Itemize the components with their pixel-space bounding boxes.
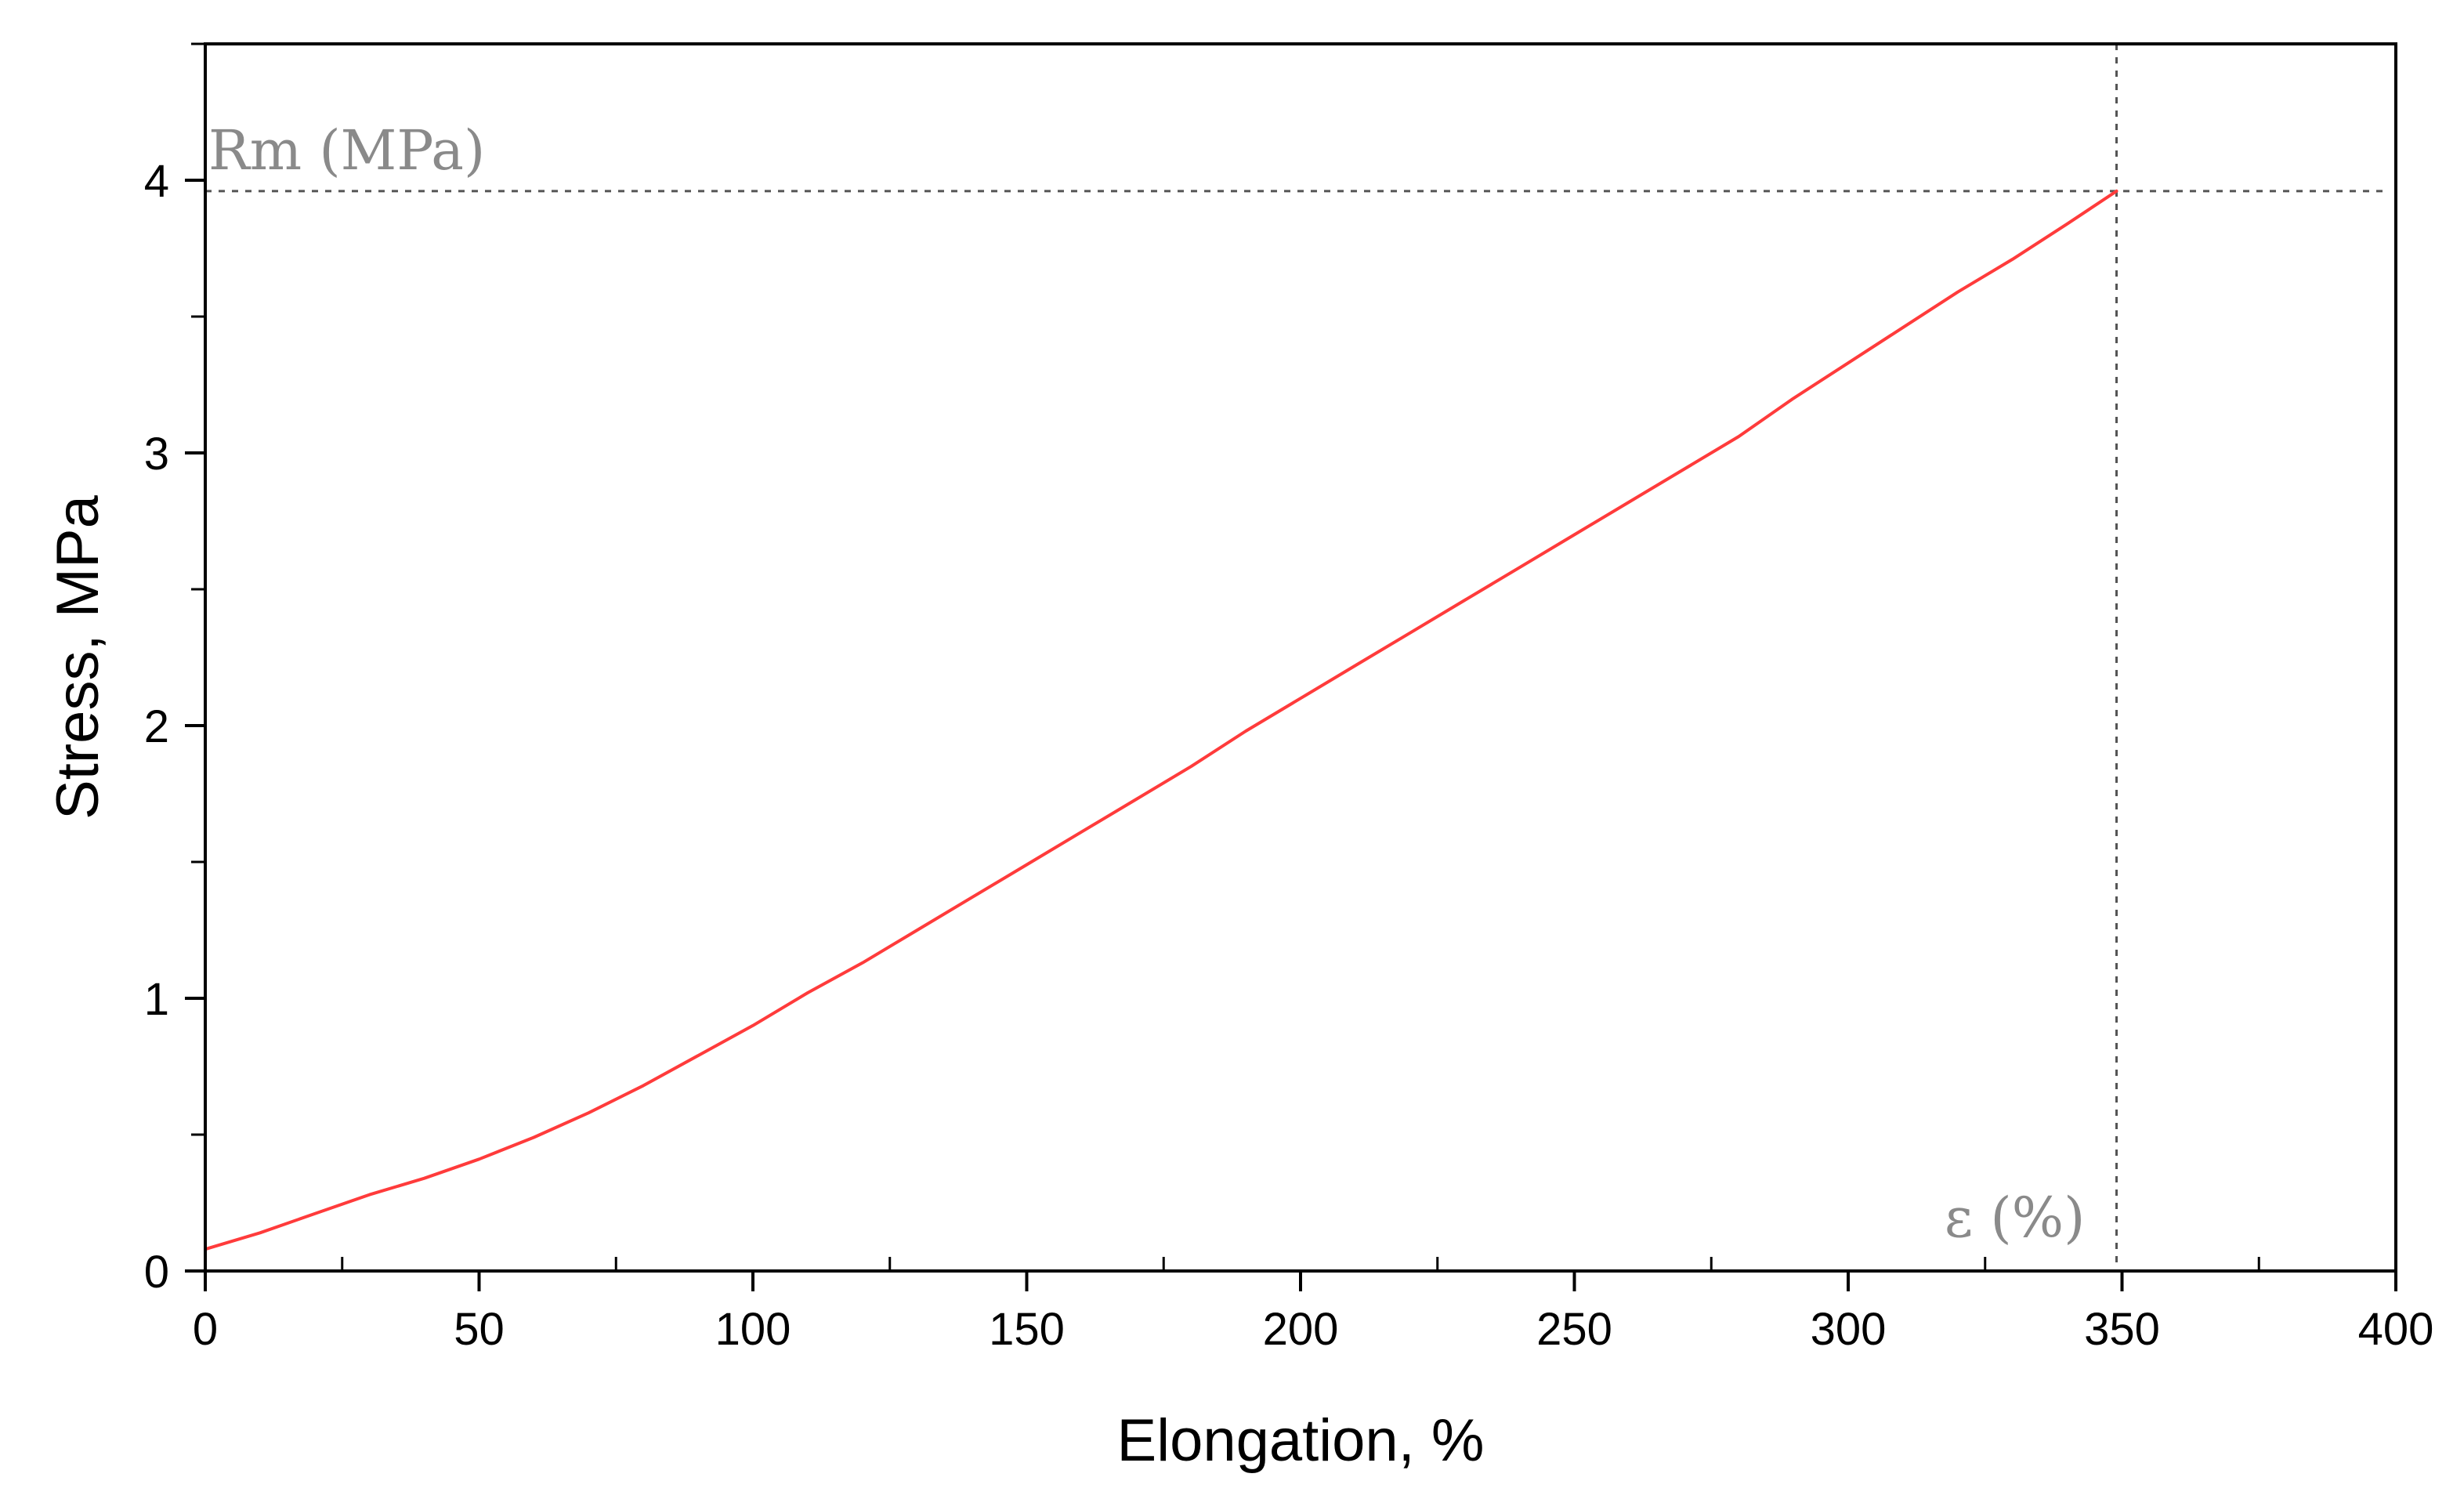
plot-frame bbox=[204, 42, 2397, 1273]
rm-annotation: Rm (MPa) bbox=[208, 118, 485, 183]
x-tick-label: 150 bbox=[989, 1304, 1065, 1355]
y-tick-label: 3 bbox=[144, 429, 169, 480]
x-tick-label: 400 bbox=[2358, 1304, 2434, 1355]
y-axis-label: Stress, MPa bbox=[45, 494, 111, 820]
series-layer bbox=[204, 189, 2118, 1251]
x-tick-label: 0 bbox=[193, 1304, 218, 1355]
x-tick-label: 100 bbox=[715, 1304, 791, 1355]
x-axis-label: Elongation, % bbox=[1117, 1407, 1485, 1474]
minor-ticks bbox=[191, 42, 2260, 1271]
x-tick-label: 50 bbox=[454, 1304, 505, 1355]
series-line-0 bbox=[204, 189, 2118, 1251]
y-tick-label: 0 bbox=[144, 1247, 169, 1298]
major-ticks bbox=[185, 179, 2397, 1291]
x-tick-label: 200 bbox=[1263, 1304, 1339, 1355]
y-tick-label: 1 bbox=[144, 974, 169, 1025]
y-tick-label: 4 bbox=[144, 156, 169, 207]
x-tick-label: 300 bbox=[1811, 1304, 1887, 1355]
elongation-annotation: ε (%) bbox=[1945, 1186, 2086, 1250]
y-tick-label: 2 bbox=[144, 701, 169, 752]
reference-lines bbox=[205, 44, 2390, 1271]
x-tick-label: 250 bbox=[1536, 1304, 1612, 1355]
tick-labels: 0 50 100 150 200 250 300 350 400 0 1 2 3 4 bbox=[144, 156, 2434, 1355]
x-tick-label: 350 bbox=[2084, 1304, 2160, 1355]
